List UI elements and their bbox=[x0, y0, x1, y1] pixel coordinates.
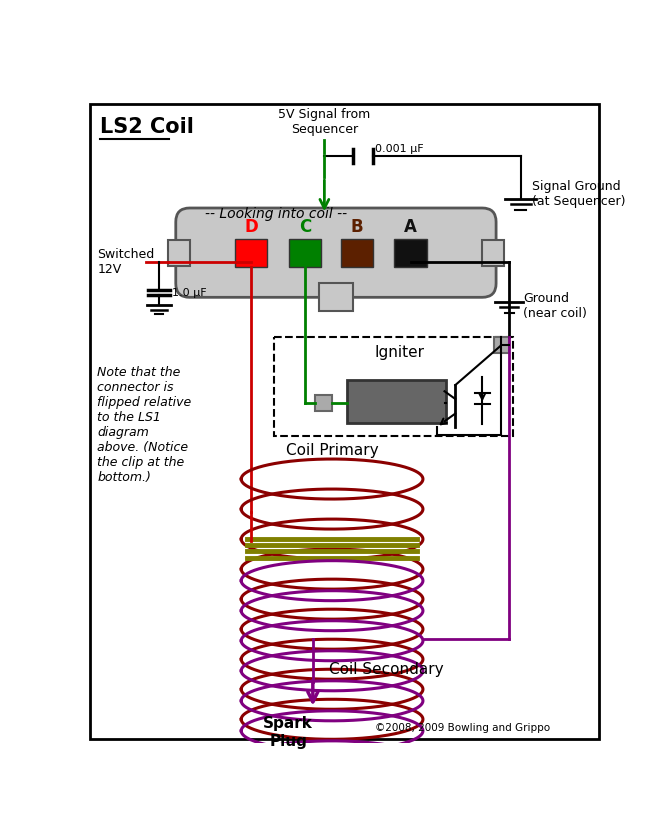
Bar bbox=[315, 395, 332, 411]
Text: Ground
(near coil): Ground (near coil) bbox=[523, 291, 587, 320]
Text: Coil Secondary: Coil Secondary bbox=[329, 662, 444, 677]
Bar bbox=[482, 240, 504, 266]
Text: -- Looking into coil --: -- Looking into coil -- bbox=[205, 207, 347, 221]
Text: Note that the
connector is
flipped relative
to the LS1
diagram
above. (Notice
th: Note that the connector is flipped relat… bbox=[97, 366, 192, 483]
Text: A: A bbox=[404, 218, 417, 235]
Text: Coil Primary: Coil Primary bbox=[286, 443, 378, 458]
Bar bbox=[347, 380, 446, 423]
Bar bbox=[168, 240, 190, 266]
Text: Spark
Plug: Spark Plug bbox=[263, 716, 313, 749]
Text: Igniter: Igniter bbox=[375, 345, 425, 360]
Bar bbox=[319, 283, 353, 311]
Bar bbox=[274, 337, 513, 436]
Text: Switched
12V: Switched 12V bbox=[97, 248, 155, 276]
Text: ©2008, 2009 Bowling and Grippo: ©2008, 2009 Bowling and Grippo bbox=[376, 723, 550, 733]
Text: 1.0 μF: 1.0 μF bbox=[172, 288, 206, 298]
Bar bbox=[289, 239, 321, 266]
Text: 0.001 μF: 0.001 μF bbox=[375, 144, 424, 154]
Text: C: C bbox=[299, 218, 311, 235]
Text: Signal Ground
(at Sequencer): Signal Ground (at Sequencer) bbox=[532, 180, 626, 208]
Bar bbox=[494, 337, 509, 352]
Bar bbox=[341, 239, 373, 266]
Text: D: D bbox=[245, 218, 258, 235]
Text: B: B bbox=[350, 218, 363, 235]
Text: LS2 Coil: LS2 Coil bbox=[99, 117, 194, 137]
Bar bbox=[235, 239, 267, 266]
Bar bbox=[394, 239, 427, 266]
Text: 5V Signal from
Sequencer: 5V Signal from Sequencer bbox=[278, 108, 370, 136]
FancyBboxPatch shape bbox=[176, 208, 496, 297]
